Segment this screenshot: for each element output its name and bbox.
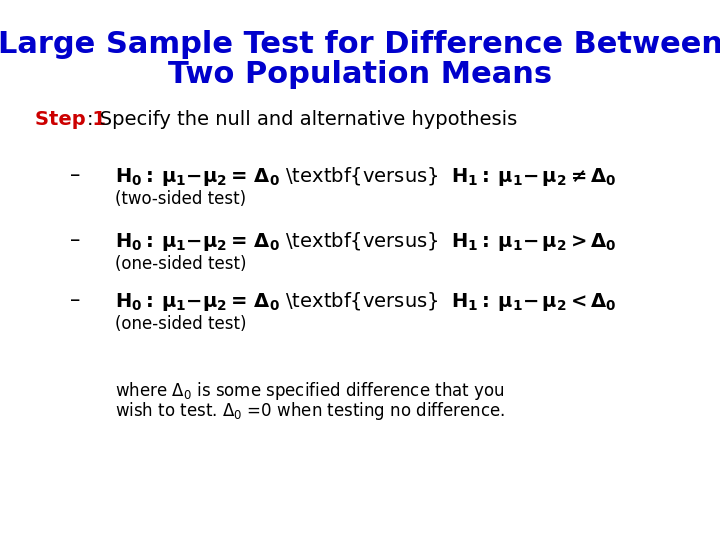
Text: $\mathbf{H_0{:}\: \mu_1{-}\mu_2{=}\, \Delta_0}$ \textbf{versus}  $\mathbf{H_1{:}: $\mathbf{H_0{:}\: \mu_1{-}\mu_2{=}\, \De… xyxy=(115,230,616,253)
Text: –: – xyxy=(70,230,80,250)
Text: Large Sample Test for Difference Between: Large Sample Test for Difference Between xyxy=(0,30,720,59)
Text: –: – xyxy=(70,290,80,310)
Text: (one-sided test): (one-sided test) xyxy=(115,315,246,333)
Text: wish to test. $\Delta_0$ =0 when testing no difference.: wish to test. $\Delta_0$ =0 when testing… xyxy=(115,400,505,422)
Text: Two Population Means: Two Population Means xyxy=(168,60,552,89)
Text: –: – xyxy=(70,165,80,185)
Text: (two-sided test): (two-sided test) xyxy=(115,190,246,208)
Text: : Specify the null and alternative hypothesis: : Specify the null and alternative hypot… xyxy=(87,110,517,129)
Text: $\mathbf{H_0{:}\: \mu_1{-}\mu_2{=}\, \Delta_0}$ \textbf{versus}  $\mathbf{H_1{:}: $\mathbf{H_0{:}\: \mu_1{-}\mu_2{=}\, \De… xyxy=(115,165,616,188)
Text: $\mathbf{H_0{:}\: \mu_1{-}\mu_2{=}\, \Delta_0}$ \textbf{versus}  $\mathbf{H_1{:}: $\mathbf{H_0{:}\: \mu_1{-}\mu_2{=}\, \De… xyxy=(115,290,616,313)
Text: (one-sided test): (one-sided test) xyxy=(115,255,246,273)
Text: Step 1: Step 1 xyxy=(35,110,106,129)
Text: where $\Delta_0$ is some specified difference that you: where $\Delta_0$ is some specified diffe… xyxy=(115,380,505,402)
